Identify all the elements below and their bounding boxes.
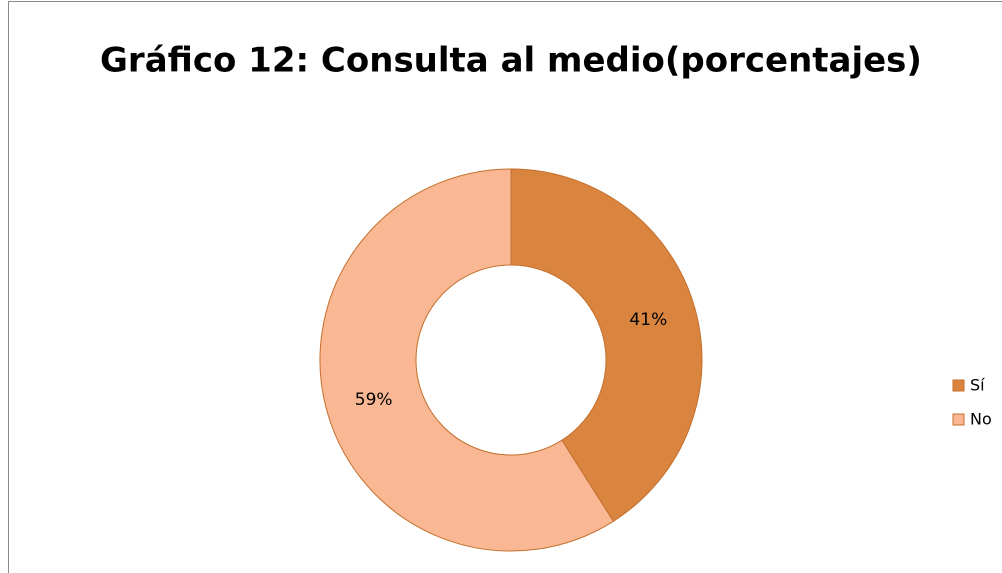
data-label: 59%	[355, 390, 393, 410]
donut-segment	[510, 168, 703, 522]
legend-label: No	[970, 410, 992, 429]
data-label: 41%	[629, 310, 667, 330]
data-label-value: 59	[355, 390, 377, 410]
data-label-unit: %	[651, 310, 667, 330]
data-label-unit: %	[376, 390, 392, 410]
chart-title: Gráfico 12: Consulta al medio(porcentaje…	[100, 41, 922, 81]
legend-swatch	[952, 379, 965, 392]
legend-label: Sí	[970, 376, 985, 395]
donut-segment	[319, 168, 615, 552]
legend-swatch	[952, 413, 965, 426]
data-label-value: 41	[629, 310, 651, 330]
